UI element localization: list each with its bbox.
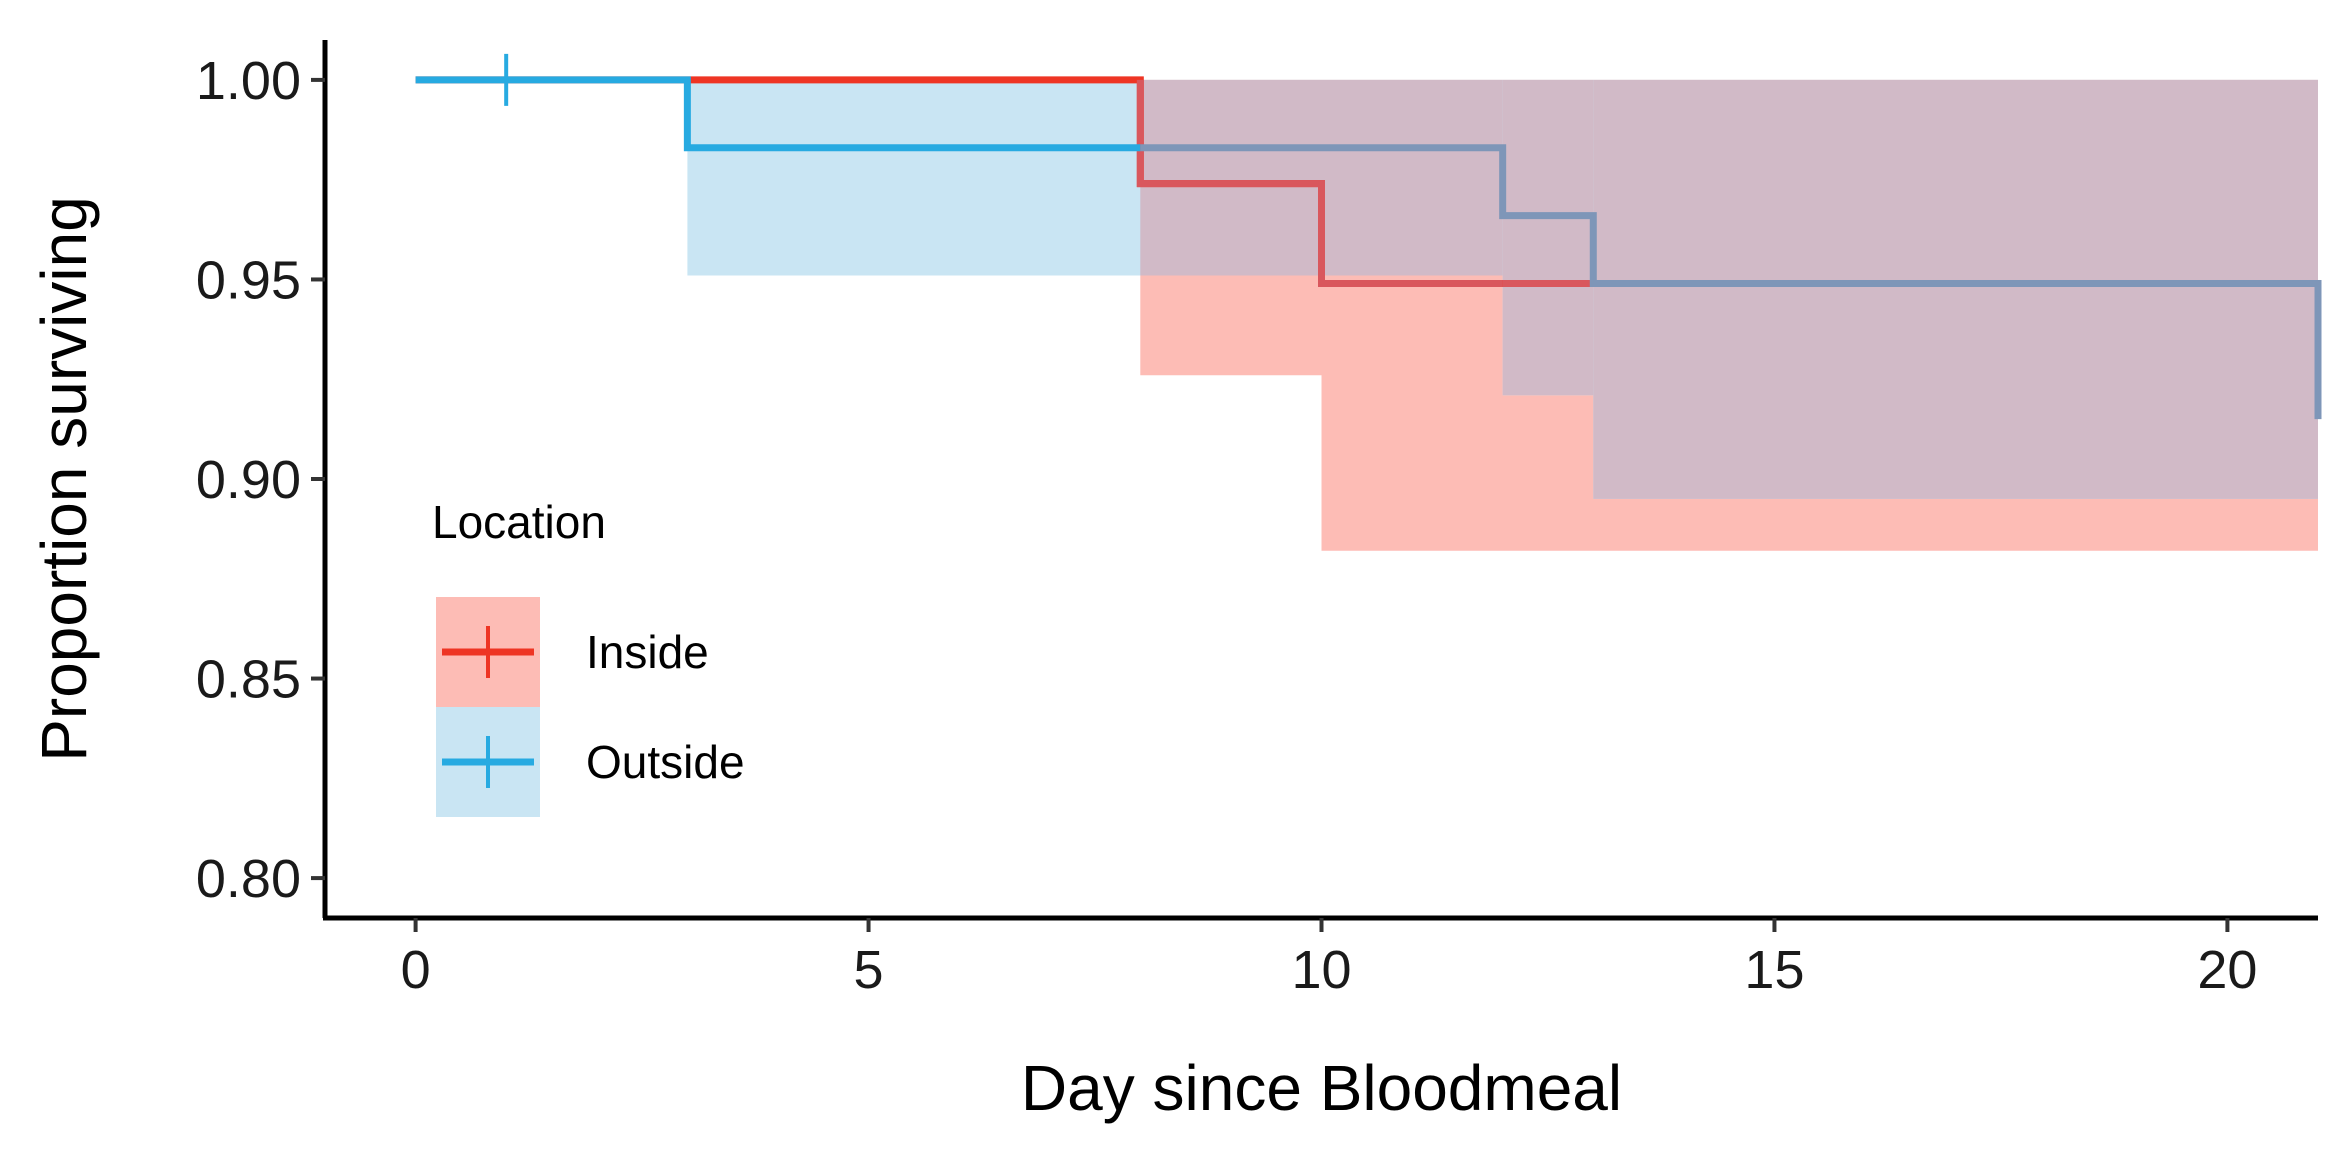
line-outside xyxy=(415,76,1141,152)
legend-label-inside: Inside xyxy=(586,626,709,678)
x-tick-label: 10 xyxy=(1291,940,1351,1000)
y-axis-title: Proportion surviving xyxy=(28,196,100,762)
line-outside-overlap xyxy=(1140,144,2322,420)
confidence-bands xyxy=(415,79,2319,551)
y-tick-label: 0.95 xyxy=(196,250,301,310)
x-tick-label: 0 xyxy=(401,940,431,1000)
y-tick-label: 0.80 xyxy=(196,849,301,909)
survival-lines xyxy=(415,53,2322,420)
band-overlap xyxy=(1140,79,1322,276)
y-tick-label: 1.00 xyxy=(196,51,301,111)
legend-label-outside: Outside xyxy=(586,736,745,788)
ticks: 0.80 0.85 0.90 0.95 1.00 0 5 10 15 20 xyxy=(196,51,2258,1000)
y-tick-label: 0.85 xyxy=(196,650,301,710)
legend-title: Location xyxy=(432,496,606,548)
x-tick-label: 15 xyxy=(1744,940,1804,1000)
x-tick-label: 20 xyxy=(2197,940,2257,1000)
x-tick-label: 5 xyxy=(854,940,884,1000)
band-overlap xyxy=(1321,79,1503,276)
legend: Location Inside Outside xyxy=(432,496,745,817)
band-overlap xyxy=(1502,79,1594,396)
x-axis-title: Day since Bloodmeal xyxy=(1021,1052,1622,1124)
band-overlap xyxy=(1593,79,2318,499)
y-tick-label: 0.90 xyxy=(196,450,301,510)
